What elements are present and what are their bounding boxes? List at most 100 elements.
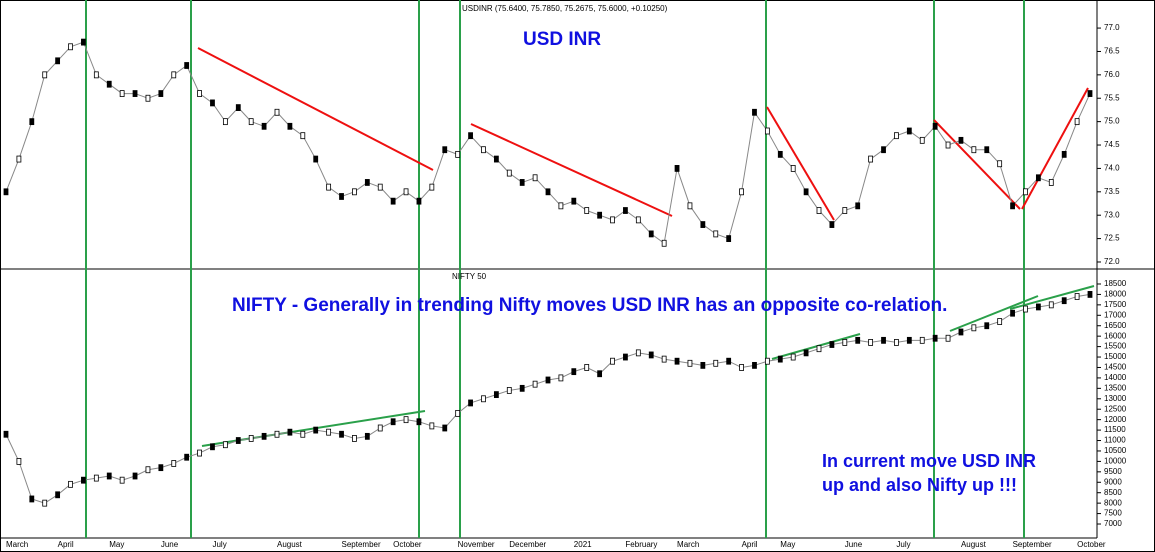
y-tick-label: 8500 [1104,488,1122,497]
candle [803,349,809,357]
annotation-line: up and also Nifty up !!! [822,475,1017,495]
candle [16,155,22,163]
candle [1023,305,1028,313]
candle [764,127,770,135]
candle [455,150,461,158]
candle [29,118,35,126]
candle [1035,174,1041,182]
candle [545,188,551,196]
candle [248,435,254,442]
candle [106,472,112,480]
candle [881,146,886,154]
candle [235,437,241,444]
y-tick-label: 10000 [1104,457,1127,466]
candle [1061,297,1067,305]
usd-trend-lines [197,47,1089,221]
candle [868,339,874,346]
candle [597,211,603,219]
candle [790,353,796,361]
candle [855,336,861,344]
candle [894,339,899,346]
candle [519,179,525,186]
candle [313,426,319,434]
candle [571,368,577,376]
candle [29,495,35,503]
candle [390,197,396,205]
y-tick-label: 16000 [1104,331,1127,340]
x-tick-label: October [393,540,422,549]
candle [532,174,538,182]
candle [222,118,228,126]
candle [287,428,293,436]
y-tick-label: 18000 [1104,290,1127,299]
x-tick-label: August [961,540,987,549]
candle [816,345,822,353]
y-tick-label: 77.0 [1104,23,1120,32]
candle [532,380,538,388]
candle [132,472,138,480]
candle [16,457,22,465]
candle [700,221,706,228]
x-tick-label: September [342,540,381,549]
candle [661,239,667,247]
candle [1074,118,1080,126]
candle [442,424,448,432]
candle [1087,291,1093,298]
candle [635,349,641,357]
x-tick-label: April [58,540,74,549]
y-tick-label: 8000 [1104,498,1122,507]
y-tick-label: 75.0 [1104,117,1120,126]
candle [816,207,822,214]
candle [326,428,332,436]
candle [158,464,164,472]
candle [493,391,499,399]
y-tick-label: 17500 [1104,300,1127,309]
candle [313,155,319,163]
candle [713,230,719,238]
y-tick-label: 15000 [1104,352,1127,361]
candle [274,430,280,438]
candle [648,230,654,238]
candle [300,430,306,438]
candle [68,480,73,488]
candle [390,418,396,426]
y-tick-label: 72.5 [1104,234,1120,243]
y-tick-label: 7500 [1104,509,1122,518]
candle [429,422,435,430]
x-tick-label: February [625,540,657,549]
candle [481,395,486,403]
candle [416,197,422,205]
candle [971,324,977,332]
candle [790,165,796,172]
candle [1087,90,1093,97]
y-tick-label: 7000 [1104,519,1122,528]
y-tick-label: 75.5 [1104,93,1120,102]
x-tick-label: June [845,540,863,549]
y-tick-label: 11500 [1104,425,1126,434]
candle [352,188,357,196]
y-tick-label: 14500 [1104,363,1127,372]
candle [945,334,951,342]
y-tick-label: 15500 [1104,342,1127,351]
candle [881,336,886,344]
candle [1023,188,1028,196]
candle [55,57,61,65]
candle [248,118,254,126]
candle [3,188,9,196]
candle [932,334,938,342]
y-tick-label: 9500 [1104,467,1122,476]
candle [403,416,409,424]
y-tick-label: 11000 [1104,436,1126,445]
candle [752,108,757,116]
y-tick-label: 12000 [1104,415,1127,424]
candle [558,374,564,382]
candle [442,146,448,154]
candle [364,179,370,186]
candle [132,90,138,97]
candle [777,150,783,158]
y-tick-label: 14000 [1104,373,1127,382]
candle [545,376,551,384]
annotation-line: In current move USD INR [822,451,1036,471]
candle [687,202,693,210]
candle [687,359,693,367]
